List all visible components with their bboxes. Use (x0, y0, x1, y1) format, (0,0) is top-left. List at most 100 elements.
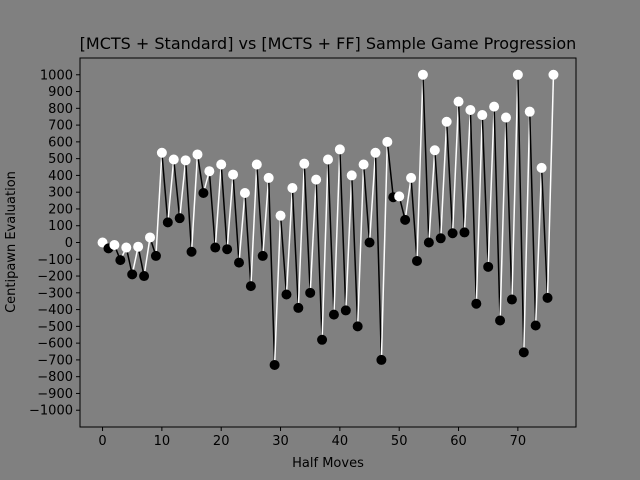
move-segment (214, 164, 222, 248)
y-tick-label: −1000 (29, 404, 73, 419)
x-tick-label: 30 (272, 434, 289, 449)
move-segment (232, 174, 240, 263)
move-segment (273, 215, 282, 365)
move-point (210, 242, 221, 253)
y-tick-label: 700 (48, 119, 73, 134)
move-point (512, 69, 523, 80)
move-point (245, 281, 256, 292)
move-segment (362, 164, 371, 243)
move-point (299, 158, 310, 169)
move-point (423, 237, 434, 248)
move-segment (380, 141, 389, 360)
move-point (311, 174, 322, 185)
move-segment (505, 117, 513, 300)
move-segment (350, 175, 359, 327)
move-point (174, 213, 185, 224)
move-segment (261, 177, 270, 256)
y-tick-label: 500 (48, 152, 73, 167)
move-segment (184, 160, 193, 252)
y-tick-label: 900 (48, 85, 73, 100)
move-segment (445, 121, 454, 234)
move-segment (475, 115, 484, 304)
move-segment (190, 154, 199, 252)
move-segment (167, 159, 175, 223)
move-segment (451, 101, 460, 234)
move-segment (368, 152, 377, 243)
y-tick-label: 600 (48, 135, 73, 150)
move-segment (517, 74, 525, 353)
x-tick-label: 70 (510, 434, 527, 449)
x-tick-label: 10 (154, 434, 171, 449)
move-segment (291, 187, 300, 308)
move-point (328, 309, 339, 320)
move-segment (457, 101, 466, 233)
move-point (334, 144, 345, 155)
move-points (97, 69, 559, 370)
move-segment (404, 177, 412, 220)
move-point (406, 172, 417, 183)
y-tick-label: −700 (37, 353, 73, 368)
move-segment (422, 74, 430, 243)
move-point (115, 255, 126, 266)
move-point (305, 287, 316, 298)
move-segment (256, 164, 264, 256)
y-tick-label: 100 (48, 219, 73, 234)
move-point (293, 302, 304, 313)
move-point (323, 154, 333, 165)
move-point (417, 69, 428, 80)
move-point (287, 182, 298, 193)
move-point (275, 210, 286, 221)
move-point (394, 191, 405, 202)
y-axis-label: Centipawn Evaluation (4, 171, 19, 313)
move-segment (250, 164, 258, 287)
move-segment (155, 152, 163, 256)
move-point (411, 255, 422, 266)
move-point (204, 166, 215, 177)
chart-title: [MCTS + Standard] vs [MCTS + FF] Sample … (80, 34, 577, 53)
move-segment (309, 179, 317, 293)
move-point (435, 233, 446, 244)
move-point (477, 110, 488, 121)
move-point (97, 237, 108, 248)
move-point (429, 145, 440, 156)
move-point (133, 241, 144, 252)
move-point (536, 162, 547, 173)
move-point (346, 170, 357, 181)
x-axis-ticks: 0 10 20 30 40 50 60 70 (98, 427, 526, 449)
y-tick-label: −900 (37, 387, 73, 402)
y-tick-label: −400 (37, 303, 73, 318)
move-segment (315, 179, 323, 340)
x-tick-label: 20 (213, 434, 230, 449)
move-point (156, 147, 167, 158)
move-segment (321, 159, 329, 340)
move-segment (238, 192, 246, 263)
y-axis-ticks: −1000−900−800−700−600−500−400−300−200−10… (29, 68, 80, 419)
move-segments (102, 74, 555, 365)
move-point (382, 136, 393, 147)
move-segment (285, 187, 294, 295)
move-point (139, 271, 150, 282)
move-point (370, 147, 381, 158)
move-point (317, 334, 328, 345)
move-segment (333, 149, 341, 315)
move-segment (356, 164, 365, 327)
move-segment (434, 150, 442, 239)
move-segment (439, 121, 448, 239)
y-tick-label: −800 (37, 370, 73, 385)
move-point (228, 169, 239, 180)
move-point (542, 292, 553, 303)
move-point (127, 269, 138, 280)
move-segment (540, 167, 549, 298)
move-segment (303, 163, 311, 293)
move-point (500, 112, 511, 123)
y-tick-label: 200 (48, 202, 73, 217)
move-segment (143, 237, 151, 277)
move-segment (428, 150, 436, 243)
move-point (447, 228, 458, 239)
move-point (251, 159, 262, 170)
move-point (489, 101, 500, 112)
move-segment (528, 111, 537, 326)
y-tick-label: 1000 (40, 68, 73, 83)
x-tick-label: 40 (332, 434, 349, 449)
move-point (162, 217, 173, 228)
